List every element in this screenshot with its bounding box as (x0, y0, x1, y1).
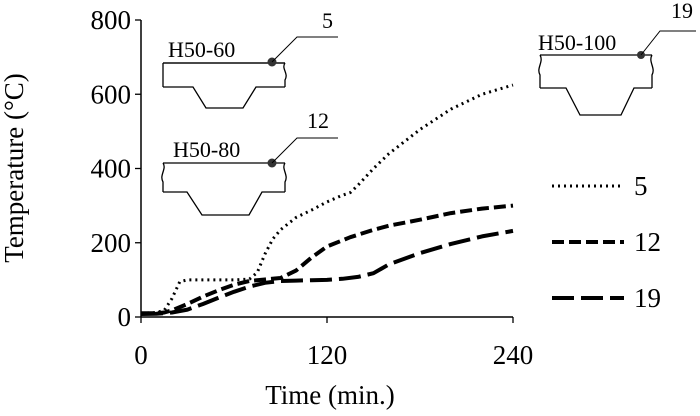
x-tick-label: 120 (307, 340, 348, 370)
section-label-h50-100: H50-100 (538, 30, 616, 55)
tick-group: 0 200 400 600 800 0 120 240 (91, 5, 534, 370)
leader-line-12 (271, 137, 338, 164)
legend-item-19: 19 (552, 283, 661, 313)
legend-label-19: 19 (634, 283, 661, 313)
point-label-5: 5 (322, 8, 333, 33)
legend-item-5: 5 (552, 171, 648, 201)
x-axis-label: Time (min.) (265, 380, 395, 410)
section-outline-path (162, 62, 287, 109)
leader-line-19 (640, 30, 696, 56)
point-label-12: 12 (307, 108, 329, 133)
section-label-h50-60: H50-60 (168, 37, 235, 62)
y-tick-label: 0 (118, 302, 132, 332)
y-axis-label: Temperature (°C) (0, 73, 29, 263)
series-line-12 (141, 203, 514, 316)
section-inset-h50-100: H50-100 19 (538, 0, 696, 116)
section-inset-h50-80: H50-80 12 (161, 108, 338, 216)
section-outline-path (538, 54, 654, 116)
section-label-h50-80: H50-80 (173, 137, 240, 162)
x-tick-label: 0 (134, 340, 148, 370)
legend-label-12: 12 (634, 227, 661, 257)
series-group (140, 83, 514, 316)
legend: 5 12 19 (552, 171, 661, 313)
series-line-19 (140, 228, 514, 316)
axes (140, 20, 513, 318)
leader-line-5 (271, 36, 338, 63)
y-tick-label: 200 (91, 228, 132, 258)
section-inset-h50-60: H50-60 5 (162, 8, 338, 109)
point-label-19: 19 (671, 0, 693, 23)
legend-item-12: 12 (552, 227, 661, 257)
x-tick-label: 240 (493, 340, 534, 370)
y-tick-label: 800 (91, 5, 132, 35)
section-outline-path (161, 162, 287, 216)
legend-label-5: 5 (634, 171, 648, 201)
y-tick-label: 600 (91, 79, 132, 109)
y-tick-label: 400 (91, 154, 132, 184)
